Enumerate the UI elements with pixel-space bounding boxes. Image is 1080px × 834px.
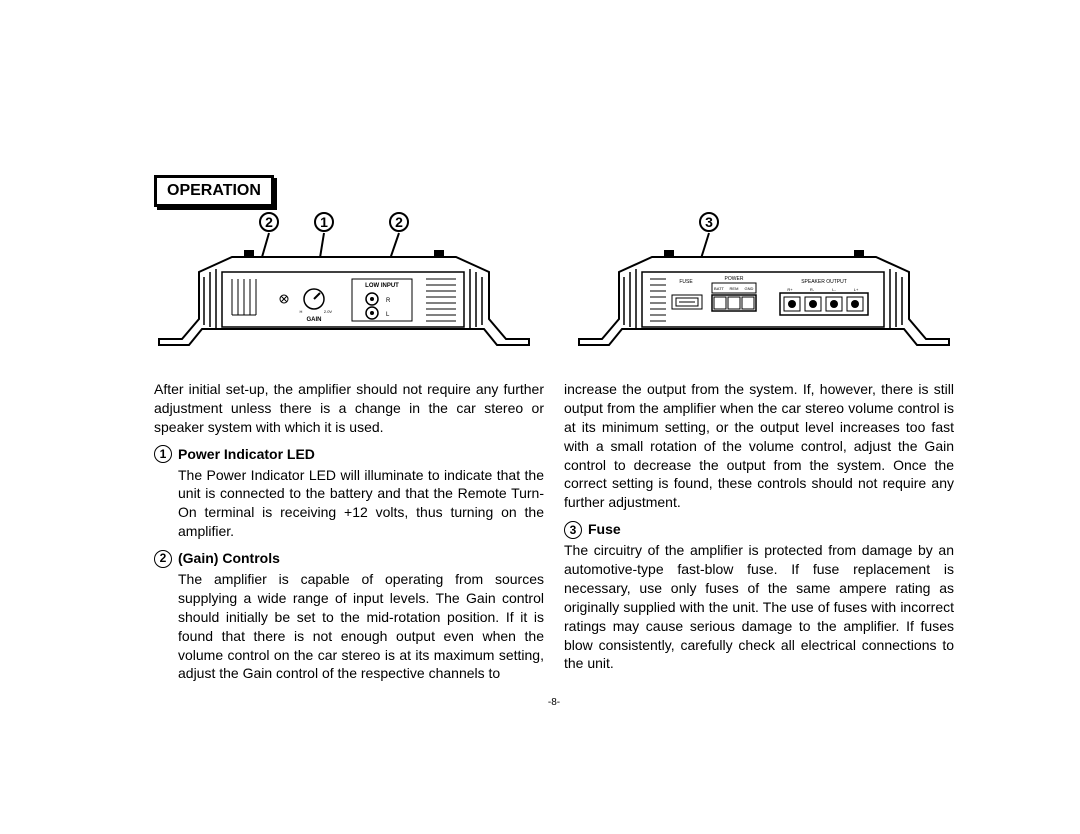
intro-paragraph: After initial set-up, the amplifier shou… (154, 380, 544, 437)
svg-text:FUSE: FUSE (679, 279, 693, 285)
item-3-head: 3 Fuse (564, 520, 954, 539)
svg-text:H: H (300, 309, 303, 314)
diagram-left: 2 1 2 (154, 217, 534, 362)
item-1-number: 1 (154, 445, 172, 463)
diagram-row: 2 1 2 (154, 217, 954, 362)
svg-text:R: R (386, 298, 391, 304)
svg-text:LOW INPUT: LOW INPUT (365, 283, 399, 289)
item-2-body-a: The amplifier is capable of operating fr… (178, 570, 544, 683)
item-1-title: Power Indicator LED (178, 445, 315, 464)
text-columns: After initial set-up, the amplifier shou… (154, 380, 954, 691)
svg-text:POWER: POWER (725, 276, 744, 282)
section-title: OPERATION (154, 175, 274, 207)
svg-text:REM: REM (730, 286, 739, 291)
callout-1: 1 (314, 212, 334, 232)
item-2-body-b: increase the output from the system. If,… (564, 380, 954, 512)
callout-2-right: 2 (389, 212, 409, 232)
gain-label: GAIN (307, 317, 322, 323)
amplifier-rear-svg: FUSE POWER BATT REM GND SPEAKER OUTPUT R… (574, 217, 954, 357)
item-1-head: 1 Power Indicator LED (154, 445, 544, 464)
item-1-body: The Power Indicator LED will illuminate … (178, 466, 544, 542)
svg-text:R-: R- (810, 287, 815, 292)
item-3-number: 3 (564, 521, 582, 539)
callout-2-left: 2 (259, 212, 279, 232)
page-number: -8- (154, 697, 954, 708)
svg-text:BATT: BATT (714, 286, 724, 291)
amplifier-front-svg: GAIN H 2.0V LOW INPUT R L (154, 217, 534, 357)
item-2-title: (Gain) Controls (178, 549, 280, 568)
svg-text:SPEAKER OUTPUT: SPEAKER OUTPUT (801, 279, 847, 285)
right-column: increase the output from the system. If,… (564, 380, 954, 691)
diagram-right: 3 (574, 217, 954, 362)
callout-3: 3 (699, 212, 719, 232)
item-2-number: 2 (154, 550, 172, 568)
svg-text:R+: R+ (787, 287, 793, 292)
svg-text:2.0V: 2.0V (324, 309, 333, 314)
left-column: After initial set-up, the amplifier shou… (154, 380, 544, 691)
item-3-body: The circuitry of the amplifier is protec… (564, 541, 954, 673)
item-2-head: 2 (Gain) Controls (154, 549, 544, 568)
svg-text:L+: L+ (854, 287, 859, 292)
item-3-title: Fuse (588, 520, 621, 539)
manual-page: OPERATION 2 1 2 (154, 175, 954, 708)
svg-text:GND: GND (745, 286, 754, 291)
